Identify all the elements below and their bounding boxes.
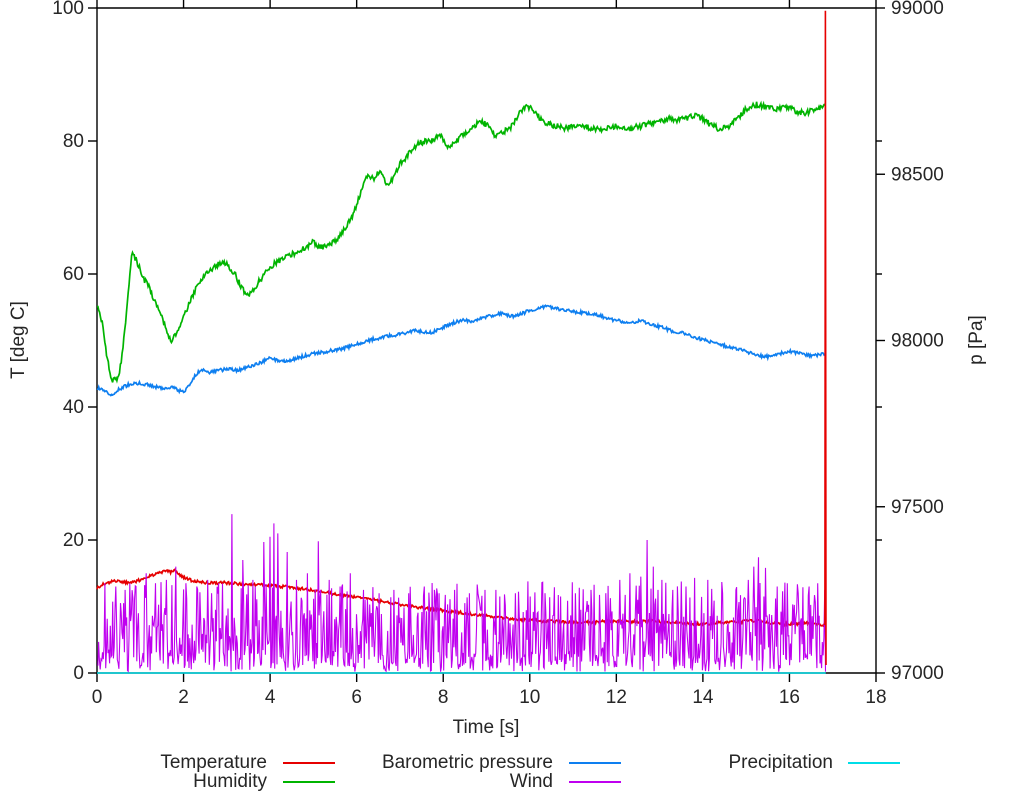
x-tick-label: 0 bbox=[92, 687, 103, 708]
legend-line-wind bbox=[569, 781, 621, 783]
legend-line-humidity bbox=[283, 781, 335, 783]
y-right-tick-label: 97000 bbox=[891, 663, 944, 684]
y-left-tick-label: 60 bbox=[63, 264, 84, 285]
legend-line-precipitation bbox=[848, 762, 900, 764]
legend-line-temperature bbox=[283, 762, 335, 764]
series-temperature bbox=[96, 568, 826, 629]
legend-label-humidity: Humidity bbox=[193, 771, 267, 792]
x-tick-label: 18 bbox=[865, 687, 886, 708]
series-wind bbox=[97, 514, 827, 673]
y-right-tick-label: 98500 bbox=[891, 164, 944, 185]
y-left-tick-label: 100 bbox=[52, 0, 84, 19]
x-tick-label: 14 bbox=[692, 687, 714, 708]
y-axis-right-title: p [Pa] bbox=[966, 315, 987, 365]
legend-line-barometric-pressure bbox=[569, 762, 621, 764]
x-axis-title: Time [s] bbox=[452, 717, 520, 738]
x-tick-label: 10 bbox=[519, 687, 540, 708]
series-temperature-end-spike bbox=[824, 10, 827, 666]
y-right-tick-label: 98000 bbox=[891, 331, 944, 352]
y-left-tick-label: 80 bbox=[63, 131, 84, 152]
legend-label-precipitation: Precipitation bbox=[728, 752, 833, 773]
series-barometric-pressure bbox=[96, 304, 827, 397]
y-left-tick-label: 40 bbox=[63, 397, 84, 418]
y-right-tick-label: 99000 bbox=[891, 0, 944, 19]
x-tick-label: 8 bbox=[438, 687, 449, 708]
x-tick-label: 16 bbox=[779, 687, 800, 708]
x-tick-label: 2 bbox=[178, 687, 189, 708]
y-left-tick-label: 0 bbox=[73, 663, 84, 684]
legend-label-barometric-pressure: Barometric pressure bbox=[381, 752, 553, 773]
legend-label-temperature: Temperature bbox=[160, 752, 267, 773]
x-tick-label: 6 bbox=[351, 687, 362, 708]
y-left-tick-label: 20 bbox=[63, 530, 84, 551]
y-axis-left-title: T [deg C] bbox=[8, 301, 29, 379]
legend-label-wind: Wind bbox=[509, 771, 553, 792]
series-humidity bbox=[96, 100, 826, 384]
y-right-tick-label: 97500 bbox=[891, 497, 944, 518]
x-tick-label: 4 bbox=[265, 687, 276, 708]
x-tick-label: 12 bbox=[606, 687, 627, 708]
